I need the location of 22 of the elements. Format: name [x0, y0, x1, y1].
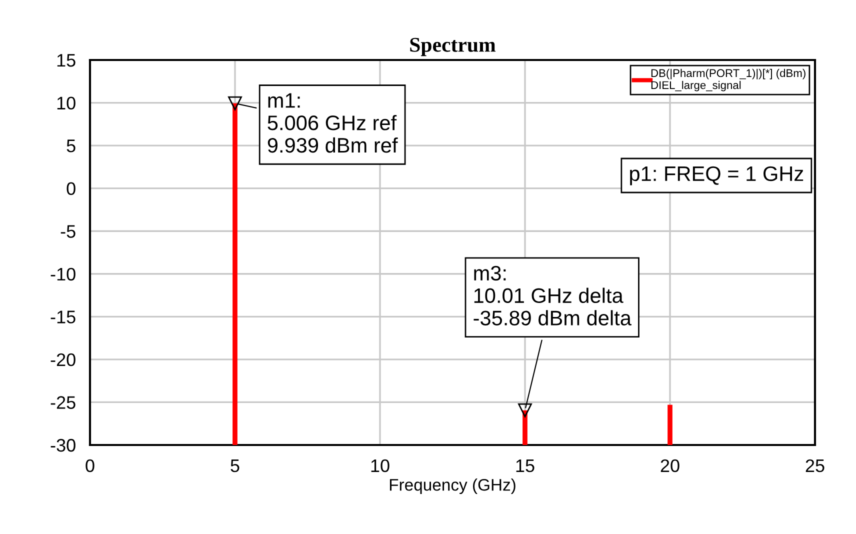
x-axis-title: Frequency (GHz): [390, 478, 516, 494]
annotation: p1: FREQ = 1 GHz: [630, 166, 804, 186]
x-tick-label: 5: [230, 460, 240, 472]
y-tick-label: -30: [50, 438, 76, 452]
x-tick-label: 20: [660, 459, 680, 472]
x-tick-label: 10: [371, 459, 390, 472]
annotation: m3: 10.01 GHz delta -35.89 dBm delta: [474, 266, 632, 326]
y-tick-label: 10: [57, 96, 76, 110]
y-tick-label: -5: [60, 225, 76, 238]
x-tick-label: 25: [806, 459, 824, 472]
y-tick-label: -20: [50, 353, 76, 366]
y-tick-label: -25: [50, 396, 76, 409]
x-tick-label: 15: [516, 460, 534, 472]
y-tick-label: -10: [50, 268, 76, 281]
legend-label: DB(|Pharm(PORT_1)|)[*] (dBm) DIEL_large_signal: [651, 68, 806, 92]
x-tick-label: 0: [86, 459, 94, 472]
annotation: m1: 5.006 GHz ref 9.939 dBm ref: [268, 93, 398, 153]
y-tick-label: 0: [66, 182, 76, 196]
y-tick-label: 5: [66, 140, 76, 152]
chart-title: Spectrum: [410, 38, 496, 56]
y-tick-label: -15: [50, 310, 76, 324]
y-tick-label: 15: [57, 54, 76, 67]
